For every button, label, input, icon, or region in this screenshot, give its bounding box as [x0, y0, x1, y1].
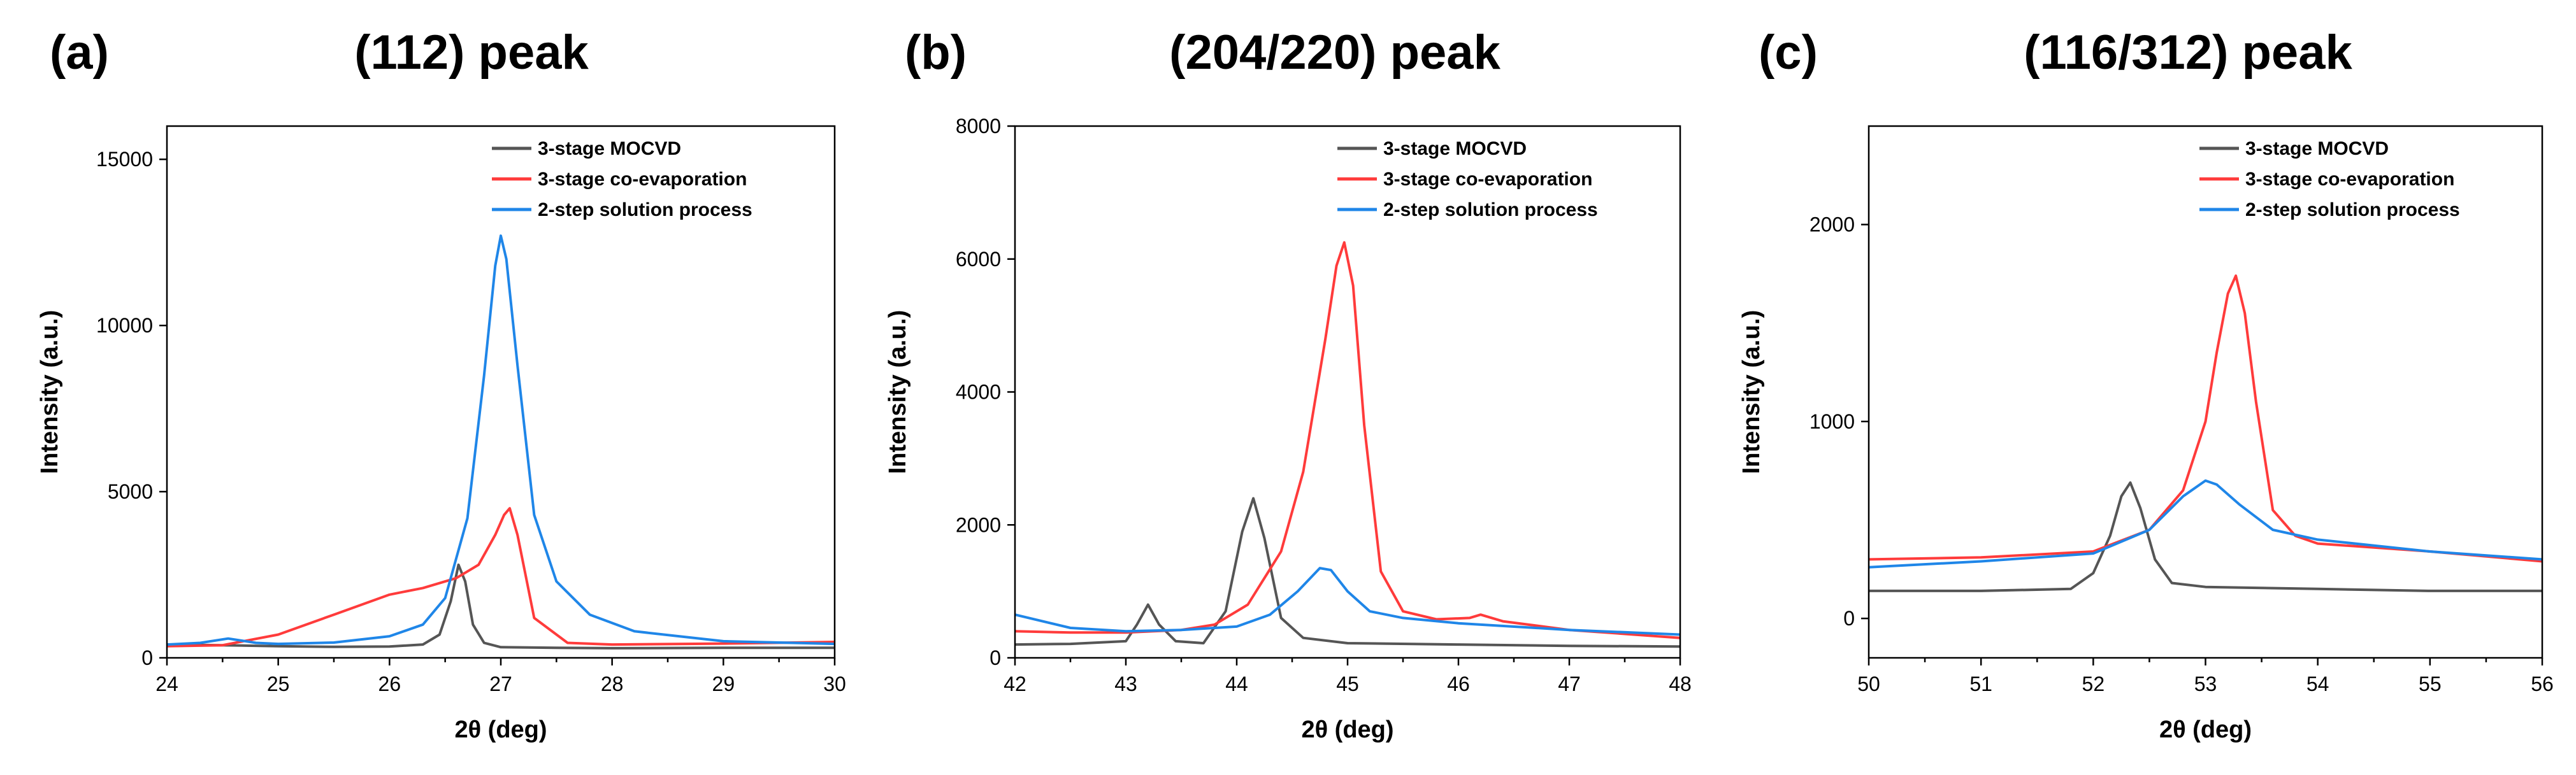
y-tick-label: 5000 [108, 480, 153, 503]
chart-title: (204/220) peak [1169, 25, 1500, 80]
y-tick-label: 4000 [956, 381, 1001, 404]
legend-label: 2-step solution process [538, 199, 752, 220]
x-tick-label: 25 [267, 672, 290, 695]
series-group [167, 234, 835, 650]
x-tick-label: 28 [601, 672, 624, 695]
y-tick-label: 6000 [956, 248, 1001, 271]
legend-label: 3-stage co-evaporation [2245, 169, 2454, 190]
y-tick-label: 10000 [96, 314, 153, 337]
series-line-solution [1869, 479, 2542, 569]
x-tick-label: 48 [1669, 672, 1692, 695]
x-tick-label: 44 [1225, 672, 1248, 695]
x-tick-label: 54 [2306, 672, 2329, 695]
chart-panel-1: (b) (204/220) peak 42 43 44 45 46 47 48 0 2000 4000… [884, 25, 1692, 743]
y-tick-label: 0 [989, 646, 1001, 669]
y-axis-label: Intensity (a.u.) [36, 310, 63, 474]
chart-panel-0: (a) (112) peak 24 25 26 27 28 29 30 0 5000 10000 150… [36, 25, 846, 743]
series-line-solution [167, 234, 835, 646]
y-tick-label: 15000 [96, 148, 153, 171]
y-tick-label: 8000 [956, 115, 1001, 138]
series-line-solution [1015, 567, 1680, 636]
chart-panel-2: (c) (116/312) peak 50 51 52 53 54 55 56 0 1000 2000… [1738, 25, 2554, 743]
legend-label: 3-stage MOCVD [2245, 138, 2389, 159]
x-tick-label: 26 [378, 672, 401, 695]
x-tick-label: 42 [1004, 672, 1026, 695]
x-tick-label: 29 [712, 672, 735, 695]
y-tick-label: 2000 [1810, 213, 1855, 236]
x-tick-label: 47 [1558, 672, 1581, 695]
y-axis-label: Intensity (a.u.) [1738, 310, 1765, 474]
x-tick-label: 50 [1857, 672, 1880, 695]
x-tick-label: 43 [1114, 672, 1137, 695]
x-axis-label: 2θ (deg) [1301, 716, 1393, 743]
x-tick-label: 51 [1969, 672, 1992, 695]
x-tick-label: 52 [2082, 672, 2105, 695]
legend-label: 3-stage MOCVD [538, 138, 681, 159]
x-tick-label: 24 [155, 672, 178, 695]
x-axis-label: 2θ (deg) [2159, 716, 2252, 743]
x-tick-label: 56 [2531, 672, 2554, 695]
x-tick-label: 53 [2194, 672, 2217, 695]
x-tick-label: 27 [489, 672, 512, 695]
y-tick-label: 0 [141, 646, 153, 669]
legend-label: 2-step solution process [2245, 199, 2460, 220]
series-line-mocvd [1015, 497, 1680, 648]
series-group [1869, 274, 2542, 592]
x-axis-label: 2θ (deg) [454, 716, 547, 743]
y-tick-label: 0 [1843, 607, 1855, 630]
series-line-mocvd [1869, 481, 2542, 592]
legend-label: 3-stage MOCVD [1383, 138, 1527, 159]
y-axis-label: Intensity (a.u.) [884, 310, 911, 474]
y-tick-label: 2000 [956, 513, 1001, 536]
panel-label: (b) [905, 25, 967, 80]
series-line-coevap [1015, 241, 1680, 639]
legend-label: 2-step solution process [1383, 199, 1598, 220]
legend-label: 3-stage co-evaporation [1383, 169, 1592, 190]
series-line-coevap [167, 507, 835, 648]
chart-title: (112) peak [354, 25, 589, 80]
series-group [1015, 241, 1680, 648]
series-line-mocvd [167, 563, 835, 650]
legend: 3-stage MOCVD 3-stage co-evaporation 2-ste… [2199, 138, 2460, 220]
panel-label: (a) [50, 25, 109, 80]
x-tick-label: 30 [823, 672, 846, 695]
chart-title: (116/312) peak [2024, 25, 2352, 80]
panel-label: (c) [1759, 25, 1818, 80]
legend-label: 3-stage co-evaporation [538, 169, 747, 190]
legend: 3-stage MOCVD 3-stage co-evaporation 2-ste… [492, 138, 752, 220]
series-line-coevap [1869, 274, 2542, 563]
legend: 3-stage MOCVD 3-stage co-evaporation 2-ste… [1337, 138, 1598, 220]
x-tick-label: 45 [1336, 672, 1359, 695]
y-tick-label: 1000 [1810, 410, 1855, 433]
x-tick-label: 55 [2419, 672, 2442, 695]
x-tick-label: 46 [1447, 672, 1470, 695]
